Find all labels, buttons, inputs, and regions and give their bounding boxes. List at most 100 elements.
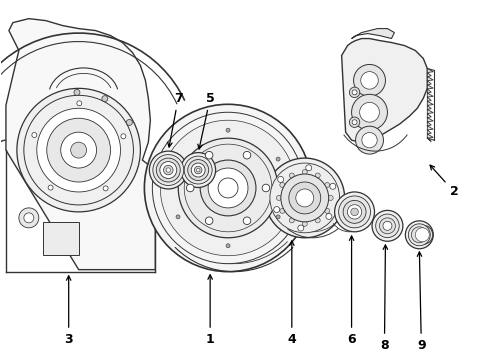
Circle shape (184, 144, 272, 232)
Circle shape (352, 90, 357, 95)
Circle shape (205, 217, 213, 225)
Circle shape (166, 168, 171, 172)
Polygon shape (6, 19, 155, 270)
Circle shape (178, 138, 278, 238)
Circle shape (343, 201, 366, 223)
Circle shape (153, 154, 184, 185)
Circle shape (176, 157, 180, 161)
Circle shape (351, 208, 358, 216)
Circle shape (103, 186, 108, 191)
Circle shape (61, 132, 97, 168)
Circle shape (274, 207, 280, 212)
Circle shape (218, 178, 238, 198)
Circle shape (126, 120, 132, 125)
Circle shape (184, 156, 212, 184)
Circle shape (349, 117, 360, 127)
Circle shape (420, 232, 425, 237)
Text: 3: 3 (64, 276, 73, 346)
Circle shape (19, 208, 39, 228)
Circle shape (339, 196, 370, 228)
Text: 4: 4 (288, 241, 296, 346)
Circle shape (262, 184, 270, 192)
Circle shape (77, 101, 82, 106)
Circle shape (372, 210, 403, 241)
Circle shape (17, 88, 141, 212)
Circle shape (280, 208, 285, 213)
Text: 1: 1 (206, 275, 215, 346)
Circle shape (196, 168, 200, 172)
Circle shape (379, 218, 395, 234)
Circle shape (328, 195, 333, 201)
Circle shape (37, 108, 121, 192)
Circle shape (416, 228, 429, 242)
Circle shape (226, 244, 230, 248)
Circle shape (315, 218, 320, 223)
Circle shape (362, 132, 377, 148)
Circle shape (164, 165, 173, 175)
Circle shape (205, 152, 213, 159)
Circle shape (200, 160, 256, 216)
Circle shape (325, 183, 330, 188)
Text: 5: 5 (198, 92, 215, 149)
Circle shape (296, 189, 314, 207)
Circle shape (186, 184, 194, 192)
Circle shape (276, 215, 280, 219)
Circle shape (352, 120, 357, 125)
Circle shape (302, 221, 307, 226)
Circle shape (405, 221, 433, 249)
Circle shape (289, 173, 294, 178)
Circle shape (414, 225, 433, 244)
Circle shape (149, 151, 187, 189)
Circle shape (71, 142, 87, 158)
Circle shape (281, 174, 329, 222)
Circle shape (208, 168, 248, 208)
Circle shape (24, 95, 133, 205)
Circle shape (276, 195, 281, 201)
Circle shape (356, 126, 384, 154)
Circle shape (265, 158, 344, 238)
Circle shape (330, 183, 336, 189)
Circle shape (352, 94, 388, 130)
Text: 6: 6 (347, 236, 356, 346)
Circle shape (243, 152, 251, 159)
Circle shape (315, 173, 320, 178)
Circle shape (270, 163, 340, 233)
Circle shape (278, 176, 284, 183)
Circle shape (361, 72, 378, 89)
Polygon shape (342, 39, 427, 142)
Circle shape (325, 208, 330, 213)
Circle shape (152, 112, 304, 264)
Circle shape (349, 87, 360, 98)
Circle shape (160, 162, 177, 179)
Circle shape (360, 102, 379, 122)
Circle shape (412, 227, 427, 243)
Circle shape (156, 158, 180, 182)
Circle shape (289, 182, 321, 214)
Polygon shape (352, 28, 394, 39)
Text: 2: 2 (430, 165, 459, 198)
Circle shape (191, 163, 205, 177)
Circle shape (298, 225, 304, 231)
Circle shape (280, 183, 285, 188)
Circle shape (24, 213, 34, 223)
Circle shape (226, 128, 230, 132)
Circle shape (243, 217, 251, 225)
Circle shape (289, 218, 294, 223)
Circle shape (326, 213, 332, 219)
Circle shape (145, 104, 312, 272)
Circle shape (48, 185, 53, 190)
Circle shape (276, 157, 280, 161)
Circle shape (176, 215, 180, 219)
Circle shape (74, 89, 80, 95)
Circle shape (32, 132, 37, 138)
Circle shape (354, 64, 386, 96)
Text: 8: 8 (380, 245, 389, 352)
Polygon shape (427, 68, 433, 141)
Text: 9: 9 (417, 252, 426, 352)
Circle shape (347, 205, 362, 219)
Circle shape (376, 214, 399, 238)
Circle shape (306, 165, 312, 171)
Circle shape (47, 118, 111, 182)
Circle shape (383, 221, 392, 230)
Circle shape (408, 224, 430, 246)
